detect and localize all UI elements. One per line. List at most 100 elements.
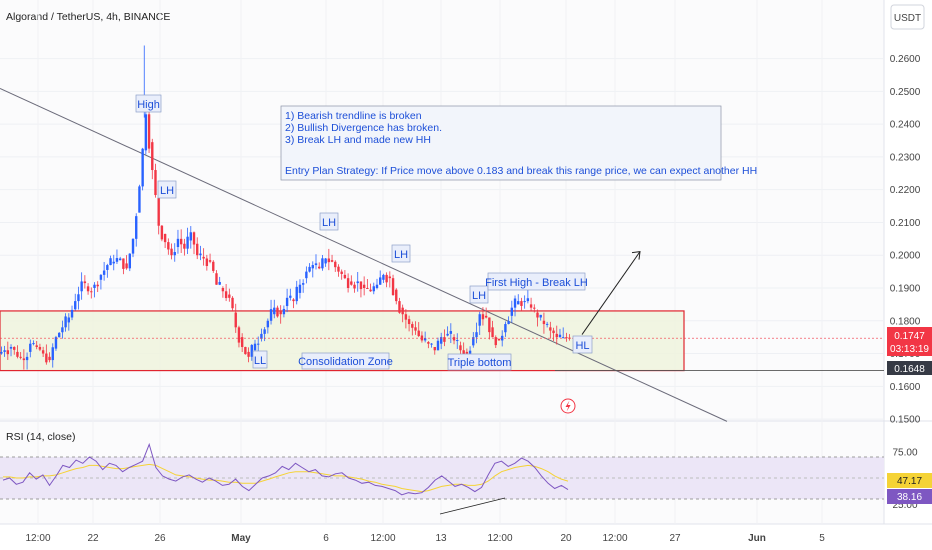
candle-body (446, 333, 449, 336)
candle-body (327, 258, 331, 263)
zone-low-tag: 0.1648 (887, 361, 932, 375)
candle-body (215, 273, 218, 285)
candle-body (388, 276, 392, 279)
candle-body (462, 350, 465, 357)
candle-body (19, 356, 22, 358)
svg-text:LH: LH (394, 249, 408, 261)
candle-body (533, 307, 536, 309)
candle-body (311, 265, 314, 269)
candle-body (160, 225, 164, 240)
candle-body (13, 346, 16, 350)
candle-body (356, 281, 359, 284)
candle-body (465, 351, 469, 354)
candle-body (269, 309, 273, 321)
x-tick-label: 12:00 (370, 533, 395, 544)
candle-body (484, 315, 488, 318)
last-price-value: 0.1747 (894, 331, 925, 342)
rsi-divergence-line[interactable] (439, 497, 506, 515)
label-lh-4[interactable]: LH (469, 285, 489, 304)
candle-body (57, 332, 61, 338)
time-axis[interactable]: 12:00 22 26 May 6 12:00 13 12:00 20 12:00 27 Jun 5 (25, 533, 825, 544)
candle-body (443, 337, 446, 342)
candle-body (35, 345, 38, 347)
currency-button[interactable]: USDT (890, 4, 925, 30)
label-triple-bottom[interactable]: Triple bottom (448, 353, 512, 371)
candle-body (510, 307, 514, 316)
label-high[interactable]: High (135, 94, 162, 113)
candle-body (189, 232, 192, 241)
strategy-note[interactable]: 1) Bearish trendline is broken 2) Bullis… (280, 105, 757, 181)
label-lh-3[interactable]: LH (391, 244, 411, 263)
label-first-high[interactable]: First High - Break LH (485, 272, 588, 291)
rsi-current-value: 38.16 (897, 492, 922, 503)
candle-body (282, 308, 286, 315)
candle-body (77, 294, 80, 302)
candle-body (202, 256, 205, 259)
bearish-trendline[interactable] (0, 87, 728, 422)
candle-body (334, 261, 337, 268)
candle-body (109, 258, 112, 266)
candle-body (147, 114, 151, 149)
candle-body (74, 301, 77, 310)
candle-body (369, 289, 372, 292)
label-lh-2[interactable]: LH (319, 212, 339, 231)
candle-body (305, 271, 308, 279)
label-ll[interactable]: LL (252, 350, 268, 369)
candle-body (0, 352, 3, 354)
y-tick-label: 0.2400 (890, 120, 921, 131)
y-tick-label: 0.2200 (890, 185, 921, 196)
label-lh-1[interactable]: LH (157, 180, 177, 199)
candle-body (93, 284, 96, 288)
candle-body (500, 335, 504, 341)
candle-body (308, 266, 311, 272)
candle-body (372, 286, 375, 292)
candle-body (118, 258, 122, 261)
candle-body (475, 332, 478, 338)
candle-body (488, 317, 491, 333)
y-tick-label: 0.2600 (890, 54, 921, 65)
candle-body (439, 337, 443, 344)
candle-body (324, 258, 327, 264)
candle-body (350, 281, 353, 285)
candle-body (234, 312, 237, 328)
candle-body (237, 327, 241, 343)
rsi-pane[interactable]: RSI (14, close) 75.00 25.00 47.17 38.16 (0, 431, 932, 515)
candle-body (141, 148, 144, 187)
x-tick-label: 12:00 (487, 533, 512, 544)
label-hl[interactable]: HL (572, 335, 593, 354)
rsi-line (2, 442, 569, 496)
candle-body (86, 286, 90, 292)
candle-body (273, 307, 276, 315)
candle-body (436, 340, 440, 351)
candle-body (526, 298, 530, 302)
candle-body (411, 324, 414, 328)
candle-body (321, 258, 324, 269)
candle-body (404, 314, 408, 320)
plot-area[interactable] (0, 0, 884, 524)
candle-body (183, 243, 186, 249)
candle-body (558, 334, 562, 338)
candle-body (51, 347, 54, 361)
svg-text:HL: HL (575, 340, 589, 352)
candle-body (529, 304, 533, 308)
x-tick-label: 22 (87, 533, 99, 544)
zone-low-value: 0.1648 (894, 364, 925, 375)
x-tick-label: 26 (154, 533, 166, 544)
lightning-icon[interactable] (560, 398, 576, 414)
candle-body (45, 353, 48, 363)
candle-body (240, 337, 244, 347)
candle-body (253, 343, 257, 351)
svg-text:Consolidation Zone: Consolidation Zone (298, 356, 393, 368)
candle-body (9, 346, 13, 349)
candle-body (6, 350, 10, 355)
candle-body (565, 337, 568, 339)
projection-arrow[interactable] (581, 251, 641, 335)
candle-body (186, 236, 189, 249)
candle-body (401, 307, 404, 315)
candle-body (70, 309, 74, 318)
candle-body (414, 327, 417, 331)
label-consolidation-zone[interactable]: Consolidation Zone (298, 352, 393, 370)
candle-body (22, 358, 26, 361)
note-line-5: Entry Plan Strategy: If Price move above… (285, 165, 757, 177)
